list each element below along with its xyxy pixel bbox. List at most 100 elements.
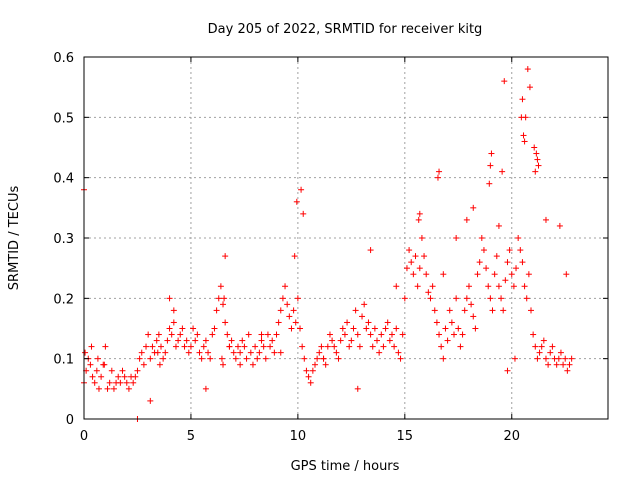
data-point <box>147 355 154 362</box>
data-point <box>557 349 564 356</box>
data-point <box>549 343 556 350</box>
data-point <box>429 283 436 290</box>
data-point <box>290 307 297 314</box>
data-point <box>533 150 540 157</box>
data-point <box>453 235 460 241</box>
data-point <box>254 355 261 362</box>
y-tick-label: 0.6 <box>53 51 74 66</box>
data-point <box>531 144 538 151</box>
data-point <box>123 379 130 386</box>
data-point <box>106 379 113 386</box>
data-point <box>140 361 147 368</box>
data-point <box>110 385 117 392</box>
data-point <box>202 337 209 344</box>
data-point <box>489 307 496 314</box>
data-point <box>367 247 374 254</box>
data-point <box>530 331 537 338</box>
y-tick-labels: 0 0.1 0.2 0.3 0.4 0.5 0.6 <box>53 51 74 428</box>
data-point <box>196 349 203 356</box>
data-point <box>155 331 162 338</box>
y-tick-label: 0.2 <box>53 292 74 307</box>
data-point <box>181 343 188 350</box>
data-point <box>369 343 376 350</box>
data-point <box>149 343 156 350</box>
data-point <box>487 295 494 302</box>
data-point <box>108 367 115 374</box>
data-point <box>187 343 194 350</box>
data-point <box>534 355 541 362</box>
data-point <box>202 385 209 392</box>
data-point <box>94 355 101 362</box>
data-point <box>322 361 329 368</box>
data-point <box>486 180 493 187</box>
chart-title: Day 205 of 2022, SRMTID for receiver kit… <box>208 22 483 37</box>
data-point <box>82 349 89 356</box>
data-point <box>341 331 348 338</box>
data-point <box>293 198 300 205</box>
data-point <box>230 349 237 356</box>
data-point <box>442 325 449 332</box>
data-point <box>224 331 231 338</box>
data-point <box>284 301 291 308</box>
data-point <box>326 331 333 338</box>
data-point <box>418 235 425 241</box>
data-point <box>258 337 265 344</box>
data-point <box>301 355 308 362</box>
x-tick-label: 0 <box>80 429 88 444</box>
data-point <box>134 367 141 374</box>
data-point <box>316 349 323 356</box>
data-point <box>130 379 137 386</box>
data-point <box>510 283 517 290</box>
data-point <box>495 222 502 229</box>
data-point <box>200 343 207 350</box>
data-point <box>299 343 306 350</box>
data-point <box>198 355 205 362</box>
data-point <box>344 319 351 326</box>
data-point <box>401 295 408 302</box>
data-point <box>508 271 515 278</box>
data-point <box>470 204 477 211</box>
x-tick-labels: 0 5 10 15 20 <box>80 429 520 444</box>
data-point <box>524 66 531 73</box>
data-point <box>403 265 410 272</box>
data-point <box>423 271 430 278</box>
data-point <box>433 319 440 326</box>
data-point <box>311 361 318 368</box>
data-point <box>249 361 256 368</box>
data-point <box>501 78 508 85</box>
data-point <box>156 361 163 368</box>
data-point <box>485 283 492 290</box>
data-point <box>232 355 239 362</box>
data-point <box>260 343 267 350</box>
data-point <box>459 331 466 338</box>
data-point <box>348 337 355 344</box>
data-point <box>391 343 398 350</box>
data-point <box>297 325 304 332</box>
data-point <box>207 355 214 362</box>
data-point <box>487 162 494 169</box>
data-point <box>562 355 569 362</box>
data-point <box>350 325 357 332</box>
data-point <box>170 319 177 326</box>
data-point <box>431 307 438 314</box>
data-point <box>453 295 460 302</box>
data-point <box>275 319 282 326</box>
data-point <box>388 331 395 338</box>
data-point <box>166 295 173 302</box>
data-point <box>448 319 455 326</box>
data-point <box>258 331 265 338</box>
data-point <box>522 114 529 121</box>
data-point <box>521 283 528 290</box>
data-point <box>115 373 122 380</box>
data-point <box>87 361 94 368</box>
data-point <box>354 385 361 392</box>
data-point <box>104 385 111 392</box>
data-point <box>408 259 415 266</box>
data-point <box>101 361 108 368</box>
data-point <box>511 355 518 362</box>
data-point <box>540 337 547 344</box>
data-point <box>320 355 327 362</box>
data-point <box>117 379 124 386</box>
data-point <box>470 313 477 320</box>
data-point <box>183 337 190 344</box>
